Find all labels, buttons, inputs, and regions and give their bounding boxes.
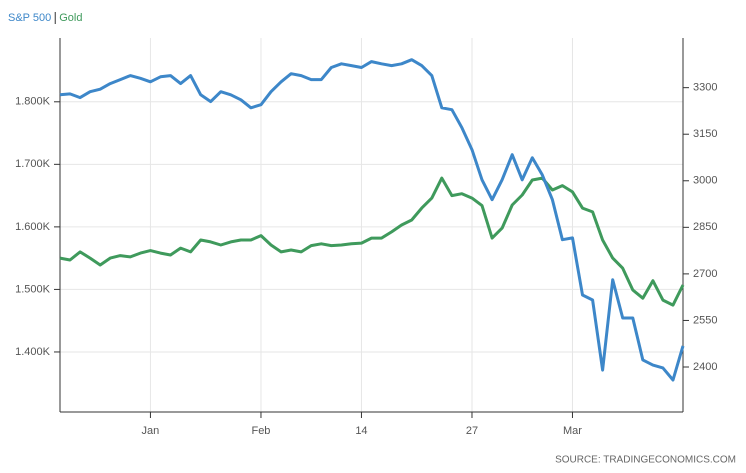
y2-tick-label: 3150 [693,128,717,140]
source: SOURCE: TRADINGECONOMICS.COM [555,455,736,466]
x-tick-label: 27 [466,425,478,437]
y2-tick-label: 3000 [693,175,717,187]
y-tick-label: 1.700K [15,158,51,170]
y2-tick-label: 2550 [693,314,717,326]
x-tick-label: Mar [563,425,582,437]
y2-tick-label: 2850 [693,221,717,233]
legend-entry: Gold [59,12,82,24]
series-line [59,176,685,307]
y-tick-label: 1.500K [15,283,51,295]
x-tick-label: 14 [355,425,367,437]
legend-entry: S&P 500 [8,12,51,24]
y2-tick-label: 3300 [693,82,717,94]
series-line [59,58,685,382]
x-tick-label: Jan [142,425,160,437]
y-tick-label: 1.600K [15,221,51,233]
x-tick-label: Feb [251,425,270,437]
y-tick-label: 1.800K [15,96,51,108]
y2-tick-label: 2400 [693,361,717,373]
y-tick-label: 1.400K [15,346,51,358]
y2-tick-label: 2700 [693,268,717,280]
